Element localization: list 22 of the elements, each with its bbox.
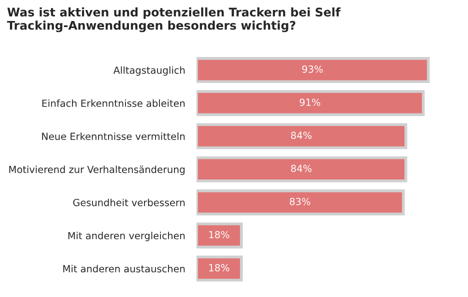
y-tick-label: Gesundheit verbessern xyxy=(73,198,185,206)
bar xyxy=(196,222,243,248)
data-label: 84% xyxy=(291,164,312,172)
bar xyxy=(196,57,430,83)
y-tick-label: Mit anderen austauschen xyxy=(63,264,185,272)
bar xyxy=(196,156,408,182)
bar xyxy=(196,123,408,150)
y-tick-label: Einfach Erkenntnisse ableiten xyxy=(42,99,185,107)
bar xyxy=(196,90,425,116)
data-label: 83% xyxy=(290,198,310,206)
y-tick-label: Motivierend zur Verhaltensänderung xyxy=(9,166,185,176)
data-label: 91% xyxy=(300,98,320,106)
chart-title: Was ist aktiven und potenziellen Trackern bei Self Tracking-Anwendungen besonders wichtig? xyxy=(7,7,341,32)
bar xyxy=(196,189,405,216)
data-label: 18% xyxy=(209,230,230,238)
y-tick-label: Alltagstauglich xyxy=(113,66,185,76)
data-label: 93% xyxy=(302,65,323,73)
y-tick-label: Mit anderen vergleichen xyxy=(68,232,185,242)
y-tick-label: Neue Erkenntnisse vermitteln xyxy=(42,132,185,140)
data-label: 84% xyxy=(291,132,312,140)
data-label: 18% xyxy=(209,264,230,272)
bar xyxy=(196,256,243,282)
